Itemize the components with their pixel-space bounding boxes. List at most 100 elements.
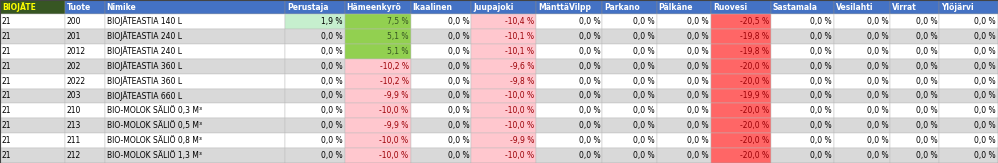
Text: 0,0 %: 0,0 % bbox=[866, 106, 888, 115]
Text: -20,0 %: -20,0 % bbox=[740, 151, 768, 160]
Bar bbox=[602, 118, 657, 133]
Text: 0,0 %: 0,0 % bbox=[916, 47, 937, 56]
Bar bbox=[65, 59, 105, 74]
Bar bbox=[284, 14, 344, 29]
Text: 0,0 %: 0,0 % bbox=[321, 32, 342, 41]
Text: 21: 21 bbox=[2, 106, 12, 115]
Bar bbox=[65, 29, 105, 44]
Bar bbox=[657, 118, 711, 133]
Text: -9,9 %: -9,9 % bbox=[384, 121, 408, 130]
Bar bbox=[770, 133, 833, 148]
Bar bbox=[833, 148, 890, 163]
Text: BIOJÄTEASTIA 240 L: BIOJÄTEASTIA 240 L bbox=[107, 31, 182, 41]
Text: 0,0 %: 0,0 % bbox=[321, 106, 342, 115]
Text: Vesilahti: Vesilahti bbox=[835, 2, 873, 12]
Bar bbox=[890, 44, 939, 59]
Text: 5,1 %: 5,1 % bbox=[387, 47, 408, 56]
Bar bbox=[471, 89, 536, 103]
Text: Ikaalinen: Ikaalinen bbox=[412, 2, 452, 12]
Bar bbox=[602, 148, 657, 163]
Text: BIOJÄTEASTIA 660 L: BIOJÄTEASTIA 660 L bbox=[107, 91, 182, 101]
Text: 0,0 %: 0,0 % bbox=[974, 62, 996, 71]
Text: 203: 203 bbox=[67, 91, 82, 100]
Text: 21: 21 bbox=[2, 121, 12, 130]
Text: -19,8 %: -19,8 % bbox=[740, 32, 768, 41]
Bar bbox=[602, 29, 657, 44]
Bar bbox=[657, 133, 711, 148]
Text: 0,0 %: 0,0 % bbox=[810, 91, 831, 100]
Bar bbox=[105, 103, 284, 118]
Bar bbox=[344, 103, 410, 118]
Bar bbox=[711, 44, 770, 59]
Text: 0,0 %: 0,0 % bbox=[579, 106, 600, 115]
Text: 0,0 %: 0,0 % bbox=[916, 77, 937, 86]
Text: 0,0 %: 0,0 % bbox=[866, 121, 888, 130]
Text: 21: 21 bbox=[2, 32, 12, 41]
Bar bbox=[770, 29, 833, 44]
Text: 211: 211 bbox=[67, 136, 81, 145]
Text: 0,0 %: 0,0 % bbox=[688, 17, 709, 26]
Bar bbox=[711, 148, 770, 163]
Bar bbox=[657, 103, 711, 118]
Bar bbox=[0, 74, 65, 89]
Text: 0,0 %: 0,0 % bbox=[688, 62, 709, 71]
Bar bbox=[657, 74, 711, 89]
Bar bbox=[410, 29, 471, 44]
Text: 0,0 %: 0,0 % bbox=[974, 77, 996, 86]
Text: 0,0 %: 0,0 % bbox=[866, 17, 888, 26]
Bar bbox=[284, 0, 344, 14]
Text: 21: 21 bbox=[2, 47, 12, 56]
Bar bbox=[65, 133, 105, 148]
Text: -10,0 %: -10,0 % bbox=[379, 136, 408, 145]
Text: 21: 21 bbox=[2, 151, 12, 160]
Text: 21: 21 bbox=[2, 77, 12, 86]
Bar bbox=[65, 118, 105, 133]
Text: 0,0 %: 0,0 % bbox=[916, 32, 937, 41]
Bar bbox=[105, 89, 284, 103]
Text: 0,0 %: 0,0 % bbox=[810, 106, 831, 115]
Bar bbox=[65, 44, 105, 59]
Text: -10,0 %: -10,0 % bbox=[505, 151, 534, 160]
Bar bbox=[890, 74, 939, 89]
Bar bbox=[657, 44, 711, 59]
Text: 1,9 %: 1,9 % bbox=[321, 17, 342, 26]
Bar bbox=[410, 14, 471, 29]
Text: -20,0 %: -20,0 % bbox=[740, 106, 768, 115]
Text: 0,0 %: 0,0 % bbox=[688, 106, 709, 115]
Text: 0,0 %: 0,0 % bbox=[448, 121, 469, 130]
Bar bbox=[0, 118, 65, 133]
Text: BIO-MOLOK SÄLIÖ 1,3 M³: BIO-MOLOK SÄLIÖ 1,3 M³ bbox=[107, 151, 202, 160]
Text: -10,2 %: -10,2 % bbox=[379, 62, 408, 71]
Text: 0,0 %: 0,0 % bbox=[448, 62, 469, 71]
Bar bbox=[939, 44, 998, 59]
Text: 0,0 %: 0,0 % bbox=[688, 136, 709, 145]
Bar bbox=[770, 103, 833, 118]
Bar bbox=[0, 89, 65, 103]
Text: 0,0 %: 0,0 % bbox=[321, 151, 342, 160]
Bar bbox=[536, 103, 602, 118]
Bar bbox=[536, 133, 602, 148]
Bar bbox=[344, 74, 410, 89]
Bar bbox=[105, 44, 284, 59]
Bar bbox=[105, 0, 284, 14]
Text: 0,0 %: 0,0 % bbox=[633, 91, 655, 100]
Text: 200: 200 bbox=[67, 17, 82, 26]
Text: MänttäVilpp: MänttäVilpp bbox=[538, 2, 591, 12]
Bar bbox=[0, 0, 65, 14]
Bar bbox=[602, 59, 657, 74]
Text: 0,0 %: 0,0 % bbox=[974, 106, 996, 115]
Bar bbox=[105, 29, 284, 44]
Text: 21: 21 bbox=[2, 136, 12, 145]
Bar bbox=[410, 103, 471, 118]
Bar bbox=[833, 89, 890, 103]
Text: -10,0 %: -10,0 % bbox=[379, 106, 408, 115]
Text: Ylöjärvi: Ylöjärvi bbox=[941, 2, 974, 12]
Bar bbox=[284, 44, 344, 59]
Text: 0,0 %: 0,0 % bbox=[688, 121, 709, 130]
Bar bbox=[657, 59, 711, 74]
Text: Tuote: Tuote bbox=[67, 2, 91, 12]
Text: 0,0 %: 0,0 % bbox=[974, 121, 996, 130]
Bar bbox=[284, 74, 344, 89]
Text: 0,0 %: 0,0 % bbox=[810, 32, 831, 41]
Text: -9,6 %: -9,6 % bbox=[510, 62, 534, 71]
